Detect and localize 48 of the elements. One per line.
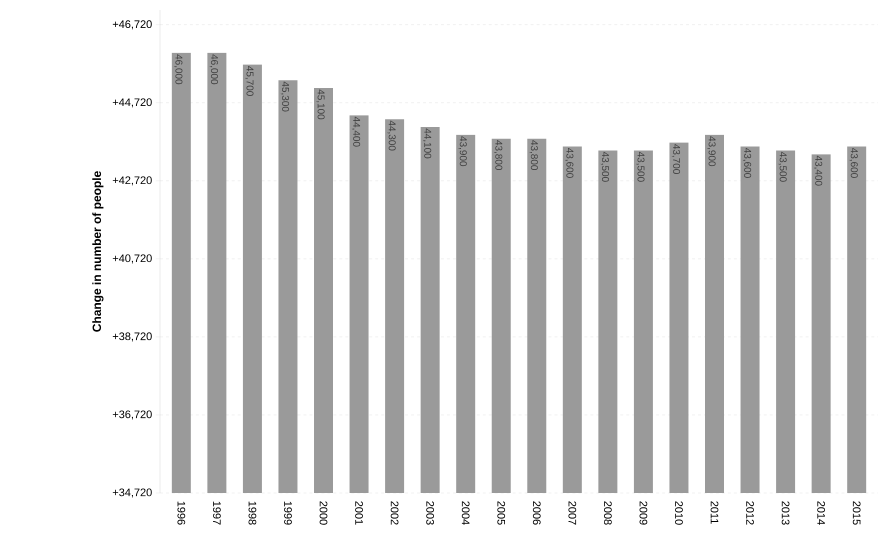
x-tick-label: 1998 (248, 502, 256, 525)
x-tick-label: 2008 (604, 501, 612, 525)
data-label: 45,300 (280, 82, 290, 112)
data-label: 44,400 (352, 116, 360, 147)
x-tick-label: 2000 (320, 501, 328, 525)
x-tick-label: 2014 (817, 501, 826, 525)
x-tick-label: 2002 (390, 501, 398, 525)
data-label: 45,700 (245, 66, 254, 96)
data-label: 43,500 (600, 152, 609, 182)
x-tick-label: 2005 (497, 501, 506, 525)
y-tick-label: +40,720 (112, 254, 152, 264)
y-tick-label: +44,720 (112, 98, 152, 108)
data-label: 46,000 (210, 54, 218, 84)
data-label: 43,900 (707, 136, 716, 166)
x-tick-label: 2006 (532, 501, 541, 525)
data-label: 45,100 (316, 89, 325, 120)
data-label: 43,600 (565, 148, 574, 178)
x-tick-label: 2001 (355, 501, 363, 525)
x-tick-label: 2004 (462, 501, 470, 525)
data-label: 44,300 (387, 120, 396, 151)
data-label: 43,900 (458, 136, 467, 166)
y-axis-title: Change in number of people (92, 171, 104, 332)
x-tick-label: 2010 (675, 501, 683, 525)
data-label: 44,100 (423, 128, 432, 158)
data-label: 43,700 (672, 144, 680, 174)
x-tick-label: 2003 (426, 501, 434, 525)
y-tick-label: +36,720 (112, 410, 152, 420)
x-tick-label: 2009 (640, 501, 648, 525)
x-tick-label: 2013 (782, 501, 790, 525)
data-label: 43,800 (494, 140, 502, 170)
x-tick-label: 2007 (568, 501, 576, 525)
y-tick-label: +38,720 (112, 332, 152, 342)
y-tick-label: +46,720 (112, 20, 152, 30)
x-tick-label: 1996 (177, 502, 186, 525)
data-label: 43,500 (636, 152, 645, 182)
x-tick-label: 2015 (852, 501, 861, 525)
data-label: 43,600 (850, 148, 858, 178)
data-label: 43,500 (778, 152, 787, 182)
x-tick-label: 2012 (746, 501, 754, 525)
y-tick-label: +42,720 (112, 176, 152, 186)
x-tick-label: 1999 (284, 502, 292, 525)
y-tick-label: +34,720 (112, 488, 152, 498)
x-tick-label: 2011 (710, 501, 718, 524)
x-tick-label: 1997 (212, 502, 221, 525)
data-label: 43,400 (814, 156, 822, 186)
data-label: 46,000 (174, 54, 182, 84)
data-label: 43,600 (742, 148, 752, 178)
data-label: 43,800 (530, 140, 538, 170)
